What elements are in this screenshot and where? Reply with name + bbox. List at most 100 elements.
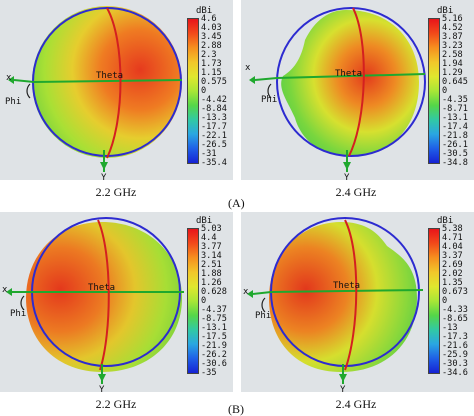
tick: 2.69	[442, 260, 463, 270]
tick: -26.2	[201, 350, 227, 360]
colorbar	[187, 228, 199, 374]
y-axis-label: Y	[101, 173, 107, 180]
phi-label: Phi	[261, 95, 277, 105]
tick: -4.33	[442, 305, 468, 315]
y-axis-arrow-icon	[339, 374, 347, 382]
tick: -35.4	[201, 158, 227, 168]
pattern-panel-a-24ghz: x Phi Theta Y dBi 5.16 4.52 3.87 3.23 2.…	[241, 0, 474, 180]
colorbar-unit: dBi	[196, 216, 213, 226]
tick: 1.35	[442, 278, 463, 288]
pattern-surface	[26, 222, 182, 372]
section-label-b: (B)	[228, 402, 244, 416]
colorbar	[428, 18, 440, 164]
tick: -26.5	[201, 140, 227, 150]
x-axis-label: x	[243, 287, 249, 297]
tick: 5.38	[442, 224, 463, 234]
meridian-line	[97, 219, 110, 371]
tick: -30.6	[201, 359, 227, 369]
tick: 4.52	[442, 23, 463, 33]
tick: -31	[201, 149, 217, 159]
tick: 2.3	[201, 50, 217, 60]
tick: -34.8	[442, 158, 468, 168]
tick: 4.4	[201, 233, 217, 243]
phi-arc-icon	[20, 295, 25, 311]
tick: 0	[442, 296, 448, 306]
tick: -4.42	[201, 95, 227, 105]
tick: -30.3	[442, 359, 468, 369]
tick: 4.03	[201, 23, 222, 33]
tick: 0.575	[201, 77, 227, 87]
y-axis-arrow-icon	[100, 162, 108, 170]
tick: -17.5	[201, 332, 227, 342]
meridian-line	[348, 7, 365, 157]
tick: -4.35	[442, 95, 468, 105]
caption-a-left: 2.2 GHz	[95, 185, 137, 199]
tick: 2.58	[442, 50, 463, 60]
y-axis-label: Y	[99, 385, 105, 392]
tick: 3.87	[442, 32, 463, 42]
tick: 3.14	[201, 251, 222, 261]
tick: 1.88	[201, 269, 222, 279]
tick: 0	[442, 86, 448, 96]
phi-label: Phi	[10, 309, 26, 319]
meridian-line	[344, 219, 358, 371]
tick: 2.88	[201, 41, 222, 51]
pattern-panel-a-22ghz: x Phi Theta Y dBi 4.6 4.03 3.45 2.88 2.3…	[0, 0, 233, 180]
meridian-line	[106, 7, 122, 159]
x-axis-line	[254, 77, 278, 81]
tick: -35	[201, 368, 217, 378]
pattern-panel-b-22ghz: x Phi Theta Y dBi 5.03 4.4 3.77 3.14 2.5…	[0, 212, 233, 392]
tick: -21.9	[201, 341, 227, 351]
colorbar-unit: dBi	[437, 6, 454, 16]
tick: -30.5	[442, 149, 468, 159]
tick: 1.26	[201, 278, 222, 288]
tick: 3.37	[442, 251, 463, 261]
tick: 4.04	[442, 242, 463, 252]
tick: 1.29	[442, 68, 463, 78]
tick: 0	[201, 86, 207, 96]
tick: -13	[442, 323, 458, 333]
colorbar	[428, 228, 440, 374]
y-axis-label: Y	[340, 385, 346, 392]
tick: -17.3	[442, 332, 468, 342]
phi-arc-icon	[267, 83, 272, 99]
tick: -8.65	[442, 314, 468, 324]
tick: 0.628	[201, 287, 227, 297]
caption-b-right: 2.4 GHz	[335, 397, 377, 411]
y-axis-arrow-icon	[343, 162, 351, 170]
x-axis-line	[13, 79, 35, 83]
tick: 1.15	[201, 68, 222, 78]
y-axis-label: Y	[344, 173, 350, 180]
tick: -25.9	[442, 350, 468, 360]
phi-label: Phi	[5, 97, 21, 107]
tick: -17.7	[201, 122, 227, 132]
tick: 0.673	[442, 287, 468, 297]
tick: 4.71	[442, 233, 463, 243]
tick: 0.645	[442, 77, 468, 87]
radiation-pattern-3d: x Phi Theta Y	[5, 6, 183, 180]
radiation-pattern-3d: x Phi Theta Y	[2, 217, 184, 392]
tick: -8.84	[201, 104, 227, 114]
x-axis-label: x	[2, 285, 8, 295]
tick: -13.3	[201, 113, 227, 123]
tick: -4.37	[201, 305, 227, 315]
tick: 2.02	[442, 269, 463, 279]
phi-arc-icon	[261, 297, 266, 313]
section-label-a: (A)	[228, 196, 245, 210]
x-axis-label: x	[245, 63, 251, 73]
phi-arc-icon	[26, 83, 31, 99]
tick: 3.23	[442, 41, 463, 51]
theta-axis-line	[33, 79, 183, 83]
tick: 0	[201, 296, 207, 306]
tick: 2.51	[201, 260, 222, 270]
x-axis-arrow-icon	[6, 288, 12, 296]
theta-label: Theta	[333, 281, 360, 291]
pattern-panel-b-24ghz: x Phi Theta Y dBi 5.38 4.71 4.04 3.37 2.…	[241, 212, 474, 392]
pattern-surface	[269, 222, 417, 372]
x-axis-label: x	[6, 73, 12, 83]
x-axis-arrow-icon	[249, 76, 255, 84]
tick: -34.6	[442, 368, 468, 378]
caption-a-right: 2.4 GHz	[335, 185, 377, 199]
radiation-pattern-3d: x Phi Theta Y	[243, 217, 424, 392]
